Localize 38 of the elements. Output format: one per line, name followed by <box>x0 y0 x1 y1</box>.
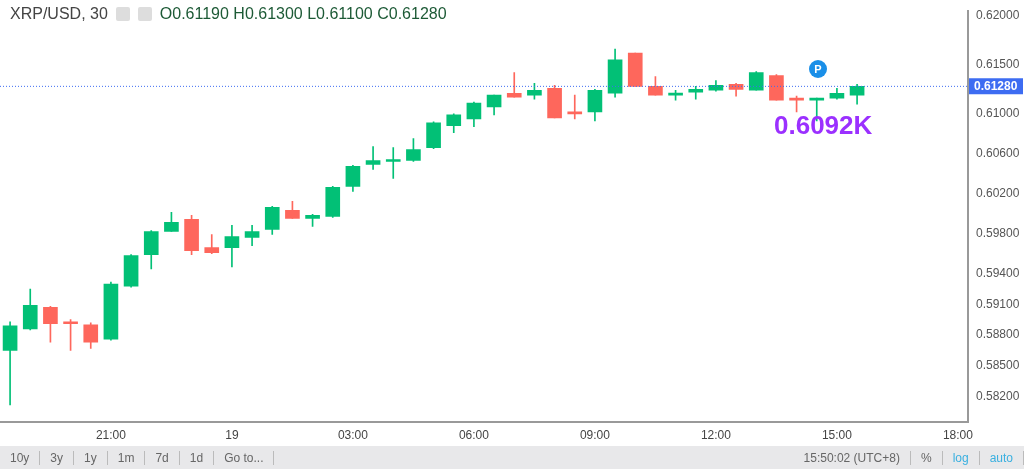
chart-subtitle: O0.61190 H0.61300 L0.61100 C0.61280 <box>159 5 447 23</box>
text: log <box>942 450 980 465</box>
y-tick-label: 0.60200 <box>976 185 1020 200</box>
candlestick <box>385 147 401 179</box>
y-tick-label: 0.58800 <box>976 327 1020 342</box>
y-tick-label: 0.61500 <box>976 57 1020 72</box>
text: 7d <box>145 450 180 465</box>
x-tick-label: 09:00 <box>579 428 611 443</box>
x-tick-label: 18:00 <box>942 428 974 443</box>
text: 3y <box>40 450 75 465</box>
text: 1m <box>107 450 146 465</box>
ref-line-label: 0.61280 <box>974 78 1018 93</box>
x-tick-label: 12:00 <box>700 428 732 443</box>
x-tick-label: 06:00 <box>458 428 490 443</box>
y-tick-label: 0.60600 <box>976 145 1020 160</box>
y-tick-label: 0.62000 <box>976 8 1020 23</box>
candlestick <box>365 146 381 170</box>
letter-p-badge-icon: P <box>809 60 827 78</box>
y-tick-label: 0.59100 <box>976 296 1020 311</box>
text: 10y <box>0 450 41 465</box>
y-tick-label: 0.61000 <box>976 106 1020 121</box>
annotation: 0.6092K <box>774 110 873 141</box>
text: 1y <box>74 450 108 465</box>
y-tick-label: 0.59800 <box>976 225 1020 240</box>
x-tick-label: 03:00 <box>337 428 369 443</box>
x-tick-label: 21:00 <box>95 428 127 443</box>
y-tick-label: 0.59400 <box>976 266 1020 281</box>
y-tick-label: 0.58500 <box>976 358 1020 373</box>
text: 15:50:02 (UTC+8) <box>793 450 911 465</box>
x-tick-label: 19 <box>225 428 239 443</box>
chart-title: XRP/USD, 30 <box>10 5 108 23</box>
text: % <box>910 450 943 465</box>
candlestick <box>506 72 522 98</box>
y-tick-label: 0.58200 <box>976 389 1020 404</box>
text: 1d <box>179 450 215 465</box>
x-tick-label: 15:00 <box>821 428 853 443</box>
text: Go to... <box>214 450 275 465</box>
text: auto <box>979 450 1024 465</box>
